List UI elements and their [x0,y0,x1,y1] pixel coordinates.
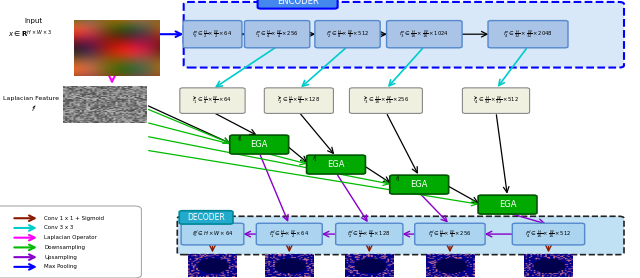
Text: Laplacian Feature: Laplacian Feature [3,96,60,101]
FancyBboxPatch shape [387,21,462,48]
Text: Laplacian Operator: Laplacian Operator [44,235,97,240]
FancyBboxPatch shape [415,223,485,245]
Text: $f_4^d\in\frac{H}{16}\times\frac{W}{16}\times 512$: $f_4^d\in\frac{H}{16}\times\frac{W}{16}\… [525,228,572,240]
FancyBboxPatch shape [230,135,289,154]
Text: EGA: EGA [410,180,428,189]
FancyBboxPatch shape [177,216,624,255]
FancyBboxPatch shape [183,21,242,48]
Text: EGA: EGA [499,200,516,209]
Text: DECODER: DECODER [188,213,225,222]
FancyBboxPatch shape [478,195,537,214]
FancyBboxPatch shape [488,21,568,48]
Text: $\hat{f}_1^e\in\frac{H}{4}\times\frac{W}{4}\times 64$: $\hat{f}_1^e\in\frac{H}{4}\times\frac{W}… [193,95,232,106]
Text: Downsampling: Downsampling [44,245,85,250]
Text: $f_3^d\in\frac{H}{8}\times\frac{W}{8}\times 256$: $f_3^d\in\frac{H}{8}\times\frac{W}{8}\ti… [428,228,472,240]
FancyBboxPatch shape [335,223,403,245]
FancyBboxPatch shape [390,175,449,194]
Text: Max Pooling: Max Pooling [44,264,77,269]
Text: $x \in \mathbf{R}^{H \times W \times 3}$: $x \in \mathbf{R}^{H \times W \times 3}$ [8,29,52,40]
Text: EGA: EGA [250,140,268,149]
FancyBboxPatch shape [315,21,380,48]
Text: $f_0^d\in H\times W\times 64$: $f_0^d\in H\times W\times 64$ [191,229,234,239]
Text: Conv 1 x 1 + Sigmoid: Conv 1 x 1 + Sigmoid [44,216,104,221]
Text: $f_0^e\in\frac{H}{2}\times\frac{W}{2}\times 64$: $f_0^e\in\frac{H}{2}\times\frac{W}{2}\ti… [193,28,232,40]
Text: $f^l$: $f^l$ [31,103,37,115]
Text: ENCODER: ENCODER [276,0,319,6]
Text: $f_1^d\in\frac{H}{2}\times\frac{W}{2}\times 64$: $f_1^d\in\frac{H}{2}\times\frac{W}{2}\ti… [269,228,310,240]
FancyBboxPatch shape [349,88,422,113]
Text: Conv 3 x 3: Conv 3 x 3 [44,225,74,230]
Text: $f_2^d\in\frac{H}{4}\times\frac{W}{4}\times 128$: $f_2^d\in\frac{H}{4}\times\frac{W}{4}\ti… [348,228,391,240]
FancyBboxPatch shape [463,88,530,113]
Text: $f_1^l$: $f_1^l$ [312,154,319,164]
FancyBboxPatch shape [256,223,323,245]
Text: Input: Input [24,18,42,24]
Text: $f_3^e\in\frac{H}{16}\times\frac{W}{16}\times 1024$: $f_3^e\in\frac{H}{16}\times\frac{W}{16}\… [399,28,449,40]
FancyBboxPatch shape [258,0,338,9]
Text: Upsampling: Upsampling [44,255,77,260]
Text: $\hat{f}_2^e\in\frac{H}{8}\times\frac{W}{8}\times 128$: $\hat{f}_2^e\in\frac{H}{8}\times\frac{W}… [277,95,321,106]
FancyBboxPatch shape [512,223,585,245]
FancyBboxPatch shape [307,155,365,174]
Text: $f_1^e\in\frac{H}{4}\times\frac{W}{4}\times 256$: $f_1^e\in\frac{H}{4}\times\frac{W}{4}\ti… [255,28,299,40]
FancyBboxPatch shape [179,211,233,224]
Text: $\hat{f}_3^e\in\frac{H}{16}\times\frac{W}{16}\times 256$: $\hat{f}_3^e\in\frac{H}{16}\times\frac{W… [363,95,409,106]
FancyBboxPatch shape [180,88,245,113]
FancyBboxPatch shape [264,88,333,113]
FancyBboxPatch shape [0,206,141,278]
Text: EGA: EGA [327,160,345,169]
Text: $f_0^l$: $f_0^l$ [237,134,243,144]
FancyBboxPatch shape [181,223,244,245]
Text: $f_2^e\in\frac{H}{8}\times\frac{W}{8}\times 512$: $f_2^e\in\frac{H}{8}\times\frac{W}{8}\ti… [326,28,369,40]
Text: $f_4^e\in\frac{H}{32}\times\frac{W}{32}\times 2048$: $f_4^e\in\frac{H}{32}\times\frac{W}{32}\… [503,28,553,40]
Text: $\hat{f}_4^e\in\frac{H}{32}\times\frac{W}{32}\times 512$: $\hat{f}_4^e\in\frac{H}{32}\times\frac{W… [473,95,519,106]
FancyBboxPatch shape [184,2,624,68]
FancyBboxPatch shape [244,21,310,48]
Text: $f_2^l$: $f_2^l$ [395,174,401,184]
